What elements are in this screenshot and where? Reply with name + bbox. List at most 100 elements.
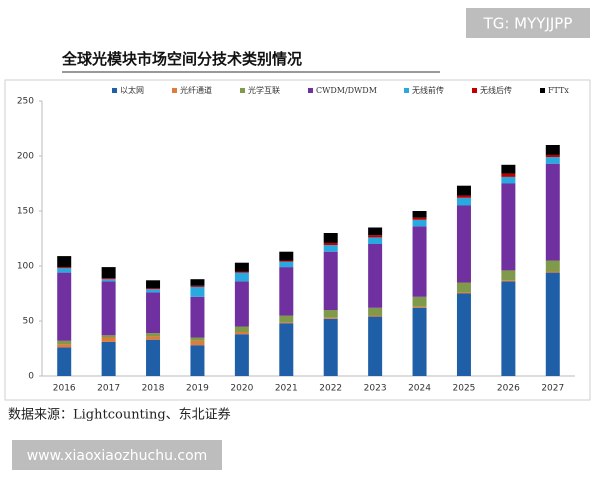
x-tick-label: 2016: [53, 384, 76, 394]
bar-segment: [57, 340, 72, 345]
bar-segment: [101, 279, 116, 282]
x-tick-label: 2017: [97, 384, 120, 394]
source-note: 数据来源：Lightcounting、东北证券: [8, 407, 231, 423]
y-tick-label: 150: [17, 207, 34, 217]
bar-segment: [323, 245, 338, 252]
bar-segment: [545, 271, 560, 273]
bar-segment: [323, 242, 338, 246]
bar-segment: [501, 270, 516, 281]
bar-segment: [146, 289, 161, 293]
bar-segment: [234, 271, 249, 273]
chart-title: 全球光模块市场空间分技术类别情况: [61, 50, 302, 68]
legend-swatch: [472, 88, 477, 93]
bar-segment: [545, 260, 560, 272]
bar-segment: [368, 315, 383, 317]
x-tick-label: 2020: [230, 384, 253, 394]
bar-segment: [456, 282, 471, 293]
bar-segment: [190, 345, 205, 376]
x-tick-label: 2019: [186, 384, 209, 394]
legend-label: 无线前传: [412, 85, 444, 95]
legend-swatch: [308, 88, 313, 93]
bar-segment: [456, 197, 471, 206]
bar-segment: [412, 296, 427, 307]
bar-segment: [190, 340, 205, 346]
bar-segment: [323, 233, 338, 243]
bar-segment: [501, 176, 516, 184]
bar-segment: [545, 157, 560, 164]
y-tick-label: 100: [17, 262, 34, 272]
y-tick-label: 200: [17, 152, 34, 162]
y-tick-label: 0: [28, 372, 34, 382]
x-tick-label: 2023: [364, 384, 387, 394]
bar-segment: [190, 337, 205, 341]
bar-segment: [456, 195, 471, 198]
bar-segment: [101, 281, 116, 336]
bar-segment: [368, 316, 383, 376]
bar-segment: [101, 278, 116, 280]
bar-segment: [279, 261, 294, 268]
bar-segment: [190, 286, 205, 297]
chart-frame: [4, 79, 591, 401]
bar-segment: [412, 307, 427, 376]
x-tick-label: 2021: [275, 384, 298, 394]
x-tick-label: 2027: [541, 384, 564, 394]
bar-segment: [456, 185, 471, 196]
y-tick-label: 250: [17, 97, 34, 107]
x-tick-label: 2018: [142, 384, 165, 394]
watermark: TG: MYYJJPP: [483, 15, 573, 33]
bar-segment: [323, 318, 338, 376]
watermark: www.xiaoxiaozhuchu.com: [27, 448, 208, 464]
bar-segment: [279, 267, 294, 316]
bar-segment: [146, 336, 161, 340]
bar-segment: [57, 347, 72, 376]
bar-segment: [501, 164, 516, 174]
bar-segment: [545, 272, 560, 376]
bar-segment: [234, 334, 249, 376]
bar-segment: [57, 267, 72, 269]
bar-segment: [412, 226, 427, 297]
legend-swatch: [404, 88, 409, 93]
bar-segment: [368, 244, 383, 308]
watermark-box: [12, 440, 222, 470]
bar-segment: [501, 281, 516, 376]
bar-segment: [501, 173, 516, 177]
bar-segment: [234, 326, 249, 332]
legend-label: 光纤通道: [180, 85, 212, 95]
bar-segment: [146, 333, 161, 337]
bar-segment: [412, 219, 427, 227]
bar-segment: [146, 280, 161, 288]
bar-segment: [545, 163, 560, 261]
bar-segment: [190, 296, 205, 338]
bar-segment: [146, 339, 161, 376]
bar-segment: [323, 317, 338, 319]
bar-segment: [57, 344, 72, 348]
bar-segment: [57, 268, 72, 273]
bar-segment: [101, 335, 116, 338]
x-tick-label: 2024: [408, 384, 431, 394]
bar-segment: [279, 322, 294, 324]
legend-label: FTTx: [548, 86, 569, 95]
bar-segment: [279, 323, 294, 376]
bar-segment: [456, 205, 471, 283]
bar-segment: [368, 227, 383, 236]
legend-label: 光学互联: [248, 85, 280, 95]
bar-segment: [146, 288, 161, 290]
bar-segment: [146, 292, 161, 334]
bar-segment: [234, 262, 249, 272]
bar-segment: [501, 280, 516, 282]
bar-segment: [412, 211, 427, 218]
bar-segment: [57, 272, 72, 341]
legend-label: CWDM/DWDM: [316, 86, 377, 95]
bar-segment: [501, 183, 516, 271]
y-tick-label: 50: [23, 317, 35, 327]
bar-segment: [279, 251, 294, 261]
x-tick-label: 2026: [497, 384, 520, 394]
bar-segment: [190, 285, 205, 287]
legend-swatch: [112, 88, 117, 93]
bar-segment: [234, 332, 249, 335]
bar-segment: [234, 272, 249, 282]
bar-segment: [234, 281, 249, 327]
bar-segment: [101, 337, 116, 342]
